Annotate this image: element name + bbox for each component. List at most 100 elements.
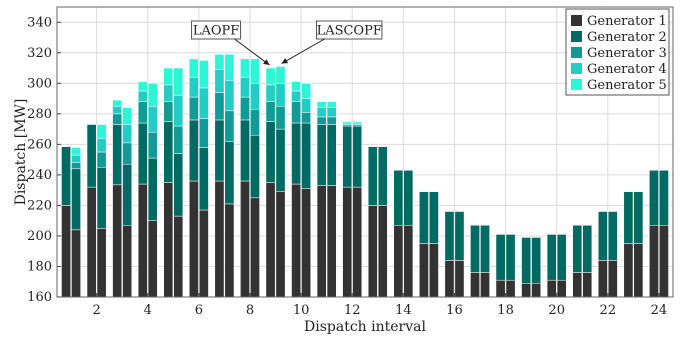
x-tick-label: 2 bbox=[92, 303, 100, 318]
bar-segment bbox=[112, 105, 123, 115]
bar-segment bbox=[275, 66, 286, 84]
x-tick-label: 18 bbox=[497, 303, 514, 318]
bar-segment bbox=[326, 107, 337, 118]
y-tick-label: 160 bbox=[27, 290, 52, 305]
bar-segment bbox=[112, 184, 123, 298]
bar-segment bbox=[96, 228, 107, 298]
bar-segment bbox=[137, 90, 148, 102]
bar-segment bbox=[198, 87, 209, 119]
y-axis-label: Dispatch [MW] bbox=[13, 99, 29, 206]
annotation-box bbox=[191, 20, 242, 40]
bar-segment bbox=[419, 191, 429, 244]
bar-segment bbox=[352, 186, 363, 298]
bar-segment bbox=[582, 225, 593, 273]
bar-segment bbox=[444, 260, 455, 298]
bar-segment bbox=[521, 237, 532, 284]
bar-segment bbox=[198, 60, 209, 89]
bar-segment bbox=[250, 58, 260, 84]
bar-segment bbox=[173, 67, 184, 96]
bar-segment bbox=[301, 188, 311, 298]
bar-segment bbox=[265, 121, 276, 183]
bar-segment bbox=[572, 272, 583, 298]
bar-segment bbox=[61, 146, 71, 206]
bar-segment bbox=[301, 122, 311, 189]
bar-segment bbox=[607, 211, 618, 261]
bar-segment bbox=[444, 211, 455, 261]
x-tick-label: 20 bbox=[548, 303, 565, 318]
bar-segment bbox=[240, 180, 250, 298]
bar-segment bbox=[597, 211, 608, 261]
bar-segment bbox=[352, 121, 363, 124]
bar-segment bbox=[224, 80, 235, 112]
bar-segment bbox=[189, 119, 199, 182]
bar-segment bbox=[112, 124, 123, 186]
bar-segment bbox=[189, 96, 199, 121]
bar-segment bbox=[367, 205, 378, 298]
bar-segment bbox=[377, 146, 388, 206]
bar-segment bbox=[301, 83, 311, 99]
bar-segment bbox=[326, 124, 337, 186]
y-tick-label: 200 bbox=[27, 229, 52, 244]
bar-segment bbox=[147, 220, 158, 298]
bar-segment bbox=[147, 105, 158, 133]
bar-segment bbox=[403, 225, 414, 298]
x-tick-label: 24 bbox=[651, 303, 668, 318]
bar-segment bbox=[607, 260, 618, 298]
bar-segment bbox=[163, 101, 174, 122]
bar-segment bbox=[147, 83, 158, 107]
bar-segment bbox=[189, 180, 199, 298]
bar-segment bbox=[224, 110, 235, 142]
bar-segment bbox=[163, 67, 174, 86]
legend-label: Generator 4 bbox=[587, 62, 667, 77]
bar-segment bbox=[352, 125, 363, 188]
bar-segment bbox=[454, 211, 465, 261]
bar-segment bbox=[250, 83, 260, 110]
bar-segment bbox=[556, 279, 567, 298]
bar-segment bbox=[659, 225, 669, 298]
legend-swatch bbox=[571, 15, 582, 26]
bar-segment bbox=[112, 99, 123, 107]
y-tick-label: 220 bbox=[27, 198, 52, 213]
bar-segment bbox=[546, 234, 557, 281]
bar-segment bbox=[291, 183, 301, 298]
bar-segment bbox=[122, 124, 133, 144]
bar-segment bbox=[71, 229, 81, 298]
bar-segment bbox=[71, 147, 81, 156]
bar-segment bbox=[454, 260, 465, 298]
bar-segment bbox=[582, 272, 593, 298]
bar-segment bbox=[480, 272, 490, 298]
legend-label: Generator 1 bbox=[587, 14, 667, 29]
y-tick-label: 180 bbox=[27, 259, 52, 274]
bar-segment bbox=[275, 83, 286, 107]
bar-segment bbox=[546, 279, 557, 298]
x-tick-label: 4 bbox=[144, 303, 152, 318]
bar-segment bbox=[316, 107, 327, 118]
legend-label: Generator 5 bbox=[587, 78, 667, 93]
bar-segment bbox=[71, 162, 81, 170]
bar-segment bbox=[214, 54, 225, 70]
bar-segment bbox=[240, 76, 250, 98]
bar-segment bbox=[189, 76, 199, 98]
bar-segment bbox=[173, 125, 184, 154]
bar-segment bbox=[265, 84, 276, 102]
bar-segment bbox=[495, 234, 506, 281]
bar-segment bbox=[250, 134, 260, 199]
bar-segment bbox=[505, 234, 516, 281]
bar-segment bbox=[198, 147, 209, 211]
bar-segment bbox=[301, 112, 311, 124]
bar-segment bbox=[173, 153, 184, 217]
y-tick-label: 280 bbox=[27, 107, 52, 122]
legend-swatch bbox=[571, 47, 582, 58]
bar-segment bbox=[429, 243, 439, 298]
bar-segment bbox=[224, 141, 235, 205]
bar-segment bbox=[393, 170, 404, 226]
bar-segment bbox=[265, 67, 276, 86]
bar-segment bbox=[137, 183, 148, 298]
bar-segment bbox=[96, 151, 107, 168]
bar-segment bbox=[250, 109, 260, 136]
annotation-box bbox=[316, 20, 383, 40]
bar-segment bbox=[275, 191, 286, 298]
